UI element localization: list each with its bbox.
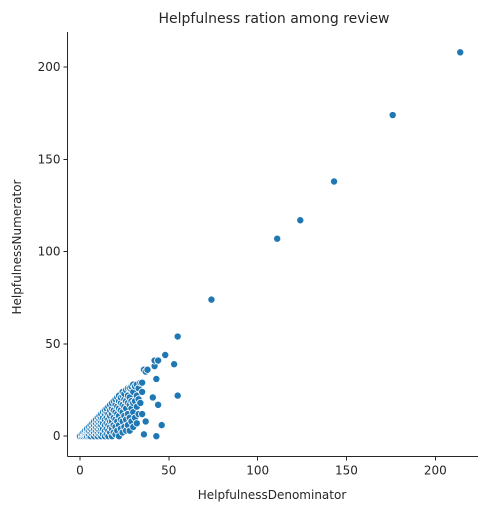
x-tick-label: 150 xyxy=(335,464,358,478)
y-tick-label: 50 xyxy=(45,337,60,351)
data-point xyxy=(296,216,305,225)
data-point xyxy=(388,111,397,120)
x-tick-label: 100 xyxy=(246,464,269,478)
data-point xyxy=(161,350,170,359)
data-point xyxy=(154,400,163,409)
x-axis-label: HelpfulnessDenominator xyxy=(198,488,347,502)
data-point xyxy=(148,393,157,402)
data-point xyxy=(154,356,163,365)
x-tick-label: 50 xyxy=(161,464,176,478)
data-point xyxy=(136,398,145,407)
points-layer xyxy=(75,48,465,441)
data-point xyxy=(273,234,282,243)
data-point xyxy=(330,177,339,186)
x-tick-label: 0 xyxy=(76,464,84,478)
data-point xyxy=(173,332,182,341)
y-tick-label: 150 xyxy=(38,152,61,166)
data-point xyxy=(456,48,465,57)
data-point xyxy=(152,432,161,441)
data-point xyxy=(139,430,148,439)
data-point xyxy=(152,374,161,383)
data-point xyxy=(141,417,150,426)
y-axis-label: HelpfulnessNumerator xyxy=(10,179,24,314)
data-point xyxy=(138,387,147,396)
data-point xyxy=(143,365,152,374)
x-tick-label: 200 xyxy=(424,464,447,478)
data-point xyxy=(170,360,179,369)
y-ticks: 0 50 100 150 200 xyxy=(38,60,68,443)
data-point xyxy=(132,419,141,428)
data-point xyxy=(173,391,182,400)
chart-title: Helpfulness ration among review xyxy=(158,11,389,27)
y-tick-label: 100 xyxy=(38,245,61,259)
data-point xyxy=(207,295,216,304)
x-ticks: 0 50 100 150 200 xyxy=(76,456,447,478)
data-point xyxy=(138,410,147,419)
data-point xyxy=(138,378,147,387)
y-tick-label: 0 xyxy=(53,429,61,443)
data-point xyxy=(157,421,166,430)
y-tick-label: 200 xyxy=(38,60,61,74)
